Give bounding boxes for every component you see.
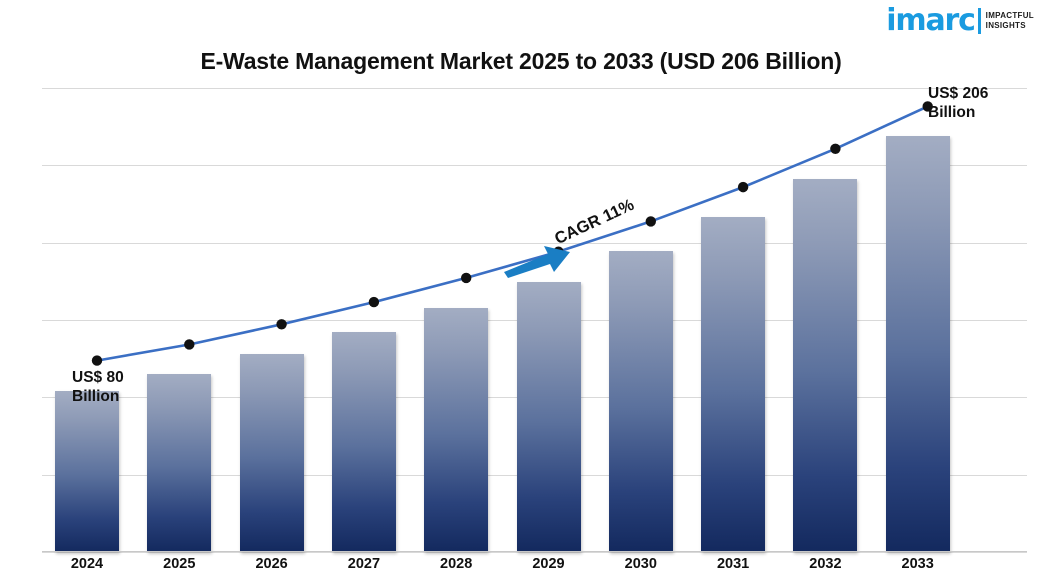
chart-title: E-Waste Management Market 2025 to 2033 (… bbox=[200, 48, 842, 74]
data-point-marker bbox=[276, 319, 287, 330]
logo-tagline: IMPACTFUL INSIGHTS bbox=[986, 11, 1034, 31]
bar bbox=[885, 136, 950, 552]
data-point-marker bbox=[368, 296, 380, 308]
x-axis-label: 2026 bbox=[255, 556, 288, 572]
data-point-marker bbox=[830, 143, 841, 154]
trend-line bbox=[96, 105, 929, 362]
bar bbox=[608, 251, 673, 552]
bar bbox=[147, 374, 212, 552]
data-point-marker bbox=[91, 355, 103, 366]
x-axis-label: 2028 bbox=[440, 556, 473, 572]
x-axis-label: 2030 bbox=[624, 556, 657, 572]
x-axis-line bbox=[42, 551, 1027, 552]
trend-line-series bbox=[91, 101, 933, 366]
start-value-label: US$ 80 Billion bbox=[72, 368, 124, 406]
logo-tagline-line1: IMPACTFUL bbox=[985, 11, 1034, 20]
data-point-marker bbox=[737, 181, 749, 193]
data-point-marker bbox=[645, 216, 656, 227]
x-axis-label: 2025 bbox=[163, 556, 196, 572]
gridline bbox=[42, 165, 1027, 166]
plot-area bbox=[42, 88, 1027, 553]
x-axis-label: 2029 bbox=[532, 556, 565, 572]
bar bbox=[793, 178, 858, 552]
bar bbox=[516, 281, 581, 552]
x-axis-label: 2024 bbox=[70, 556, 104, 572]
data-point-marker bbox=[184, 339, 195, 350]
x-axis-label: 2033 bbox=[901, 556, 934, 572]
bar bbox=[424, 307, 489, 552]
gridline bbox=[42, 88, 1027, 89]
start-value-line2: Billion bbox=[72, 388, 120, 405]
end-value-line2: Billion bbox=[928, 104, 976, 121]
gridline bbox=[42, 243, 1027, 244]
x-axis-labels: 2024 2025 2026 2027 2028 2029 2030 2031 2032 2033 bbox=[42, 552, 1027, 574]
data-point-marker bbox=[461, 272, 472, 284]
bar bbox=[239, 354, 304, 552]
logo-divider bbox=[977, 8, 981, 34]
x-axis-label: 2031 bbox=[716, 556, 750, 572]
start-value-line1: US$ 80 bbox=[72, 369, 124, 386]
cagr-arrow-icon bbox=[504, 246, 570, 278]
imarc-logo: imarc IMPACTFUL INSIGHTS bbox=[886, 4, 1034, 38]
bar bbox=[55, 390, 119, 552]
data-point-marker bbox=[922, 101, 933, 112]
bar bbox=[331, 332, 396, 552]
x-axis-label: 2032 bbox=[809, 556, 842, 572]
gridline bbox=[42, 552, 1027, 553]
logo-tagline-line2: INSIGHTS bbox=[985, 21, 1026, 30]
end-value-line1: US$ 206 bbox=[928, 85, 989, 102]
end-value-label: US$ 206 Billion bbox=[928, 84, 988, 122]
bar bbox=[701, 217, 766, 552]
logo-wordmark: imarc bbox=[886, 3, 976, 38]
x-axis-label: 2027 bbox=[347, 556, 381, 572]
